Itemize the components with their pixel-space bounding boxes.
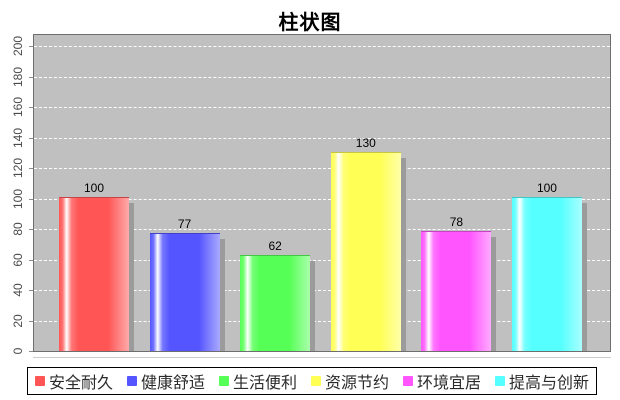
chart-title: 柱状图 xyxy=(278,12,342,34)
legend-item-label: 健康舒适 xyxy=(140,375,205,392)
bar-value-label: 78 xyxy=(449,215,464,229)
y-tick-mark xyxy=(29,199,33,200)
y-tick-label: 20 xyxy=(11,314,25,328)
bar-value-label: 100 xyxy=(83,181,105,195)
legend-item-label: 环境宜居 xyxy=(417,375,482,392)
y-tick-label: 40 xyxy=(11,283,25,297)
y-tick-label: 140 xyxy=(11,127,25,149)
legend-swatch-icon xyxy=(495,376,506,386)
legend-swatch-icon xyxy=(403,376,414,386)
gridline-y-140 xyxy=(34,138,610,139)
bar-group-2: 77 xyxy=(149,217,225,351)
legend-item-label: 提高与创新 xyxy=(509,375,590,392)
bar-shadow xyxy=(400,158,406,351)
bar-shadow xyxy=(581,203,587,351)
gridline-y-200 xyxy=(34,46,610,47)
gridline-y-160 xyxy=(34,107,610,108)
legend-swatch-icon xyxy=(126,376,137,386)
legend-item-1: 安全耐久 xyxy=(34,369,113,393)
bar xyxy=(149,233,225,351)
bar-value-label: 100 xyxy=(536,181,557,195)
bar-value-label: 62 xyxy=(268,239,282,253)
y-tick-mark xyxy=(29,77,33,78)
y-tick-mark xyxy=(29,321,33,322)
legend-swatch-icon xyxy=(218,376,229,386)
bar-group-4: 130 xyxy=(330,136,406,351)
legend-box: 安全耐久 健康舒适 生活便利 资源节约 环境宜居 提高与创新 xyxy=(27,367,597,395)
y-tick-label: 200 xyxy=(11,35,25,57)
legend-item-label: 安全耐久 xyxy=(48,375,113,392)
gridline-y-20 xyxy=(34,321,610,322)
legend-item-6: 提高与创新 xyxy=(495,369,589,393)
bar xyxy=(59,197,134,351)
bar-value-label: 77 xyxy=(177,217,192,231)
bar-group-5: 78 xyxy=(421,215,497,351)
bar-group-1: 100 xyxy=(59,181,134,351)
legend-item-2: 健康舒适 xyxy=(126,369,205,393)
y-tick-mark xyxy=(29,168,33,169)
legend-item-5: 环境宜居 xyxy=(403,369,481,393)
y-tick-label: 60 xyxy=(11,253,25,267)
legend-item-label: 生活便利 xyxy=(232,375,297,392)
x-axis-line xyxy=(33,357,611,358)
legend-swatch-icon xyxy=(34,376,45,386)
y-tick-mark xyxy=(29,229,33,230)
y-tick-mark xyxy=(29,351,33,352)
y-tick-mark xyxy=(29,290,33,291)
gridline-y-120 xyxy=(34,168,610,169)
bar-value-label: 130 xyxy=(355,136,376,150)
y-tick-label: 180 xyxy=(11,66,25,88)
y-tick-label: 0 xyxy=(11,347,25,355)
gridline-y-100 xyxy=(34,199,610,200)
y-tick-label: 160 xyxy=(11,96,25,118)
bar-group-6: 100 xyxy=(511,181,587,351)
legend-item-label: 资源节约 xyxy=(325,375,390,392)
y-tick-mark xyxy=(29,107,33,108)
bars-layer: 100 77 62 130 78 100 xyxy=(34,35,610,351)
gridline-y-80 xyxy=(34,229,610,230)
gridline-y-40 xyxy=(34,290,610,291)
bar-shadow xyxy=(219,239,225,351)
y-tick-mark xyxy=(29,46,33,47)
legend-item-4: 资源节约 xyxy=(311,369,389,393)
bar xyxy=(240,255,316,351)
gridline-y-60 xyxy=(34,260,610,261)
bar-group-3: 62 xyxy=(240,239,316,351)
bar xyxy=(511,197,587,351)
y-tick-mark xyxy=(29,138,33,139)
bar xyxy=(330,152,406,351)
bar-shadow xyxy=(129,203,134,351)
bar-shadow xyxy=(310,261,316,351)
bar xyxy=(421,231,497,351)
legend-item-3: 生活便利 xyxy=(218,369,297,393)
bar-shadow xyxy=(491,237,497,351)
y-tick-label: 80 xyxy=(11,222,25,236)
gridline-y-180 xyxy=(34,77,610,78)
y-tick-label: 120 xyxy=(11,157,25,179)
y-tick-mark xyxy=(29,260,33,261)
legend-swatch-icon xyxy=(311,376,321,386)
y-tick-label: 100 xyxy=(11,188,25,210)
